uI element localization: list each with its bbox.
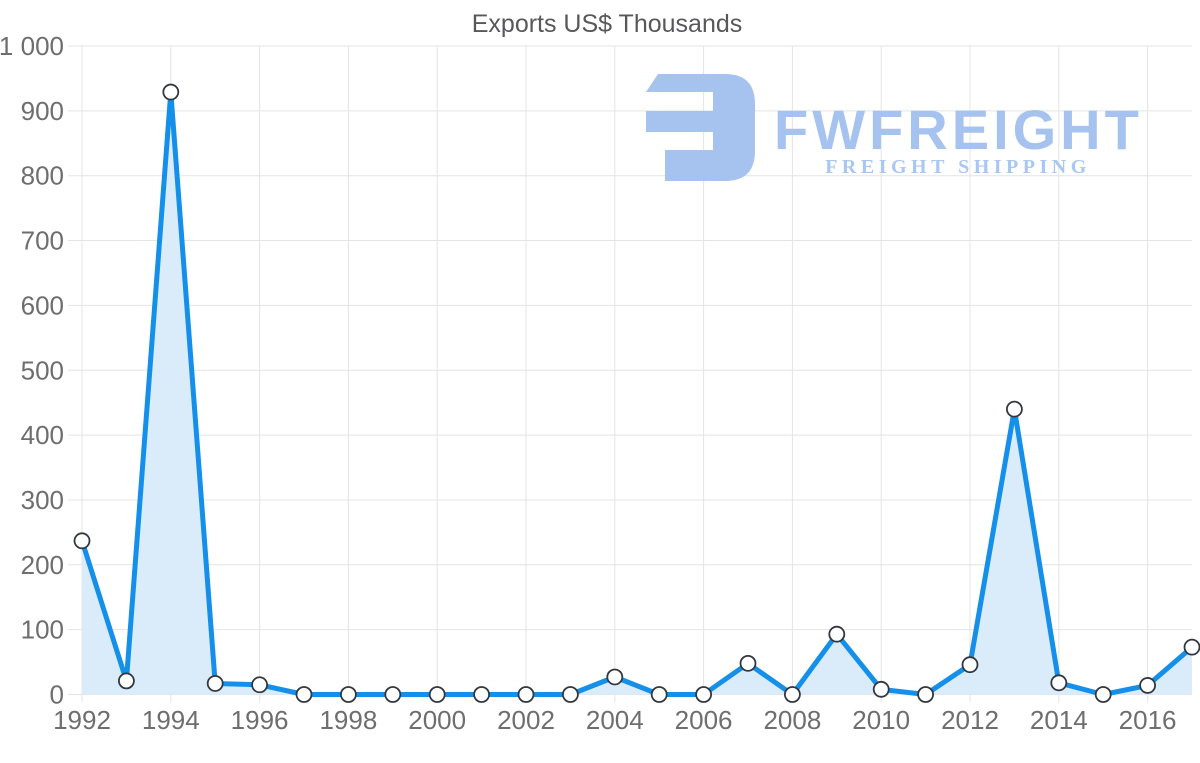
x-tick-label: 2010 — [852, 705, 910, 735]
y-tick-label: 1 000 — [0, 31, 64, 61]
x-tick-label: 1992 — [53, 705, 111, 735]
data-point-2007[interactable] — [739, 654, 757, 672]
data-point-2001[interactable] — [473, 686, 491, 703]
data-point-2014[interactable] — [1050, 674, 1068, 692]
x-tick-label: 2008 — [763, 705, 821, 735]
x-tick-label: 2004 — [586, 705, 644, 735]
fwfreight-logo-icon — [646, 74, 755, 181]
y-tick-label: 700 — [21, 226, 64, 256]
data-point-1998[interactable] — [339, 686, 357, 703]
data-point-1999[interactable] — [384, 686, 402, 703]
data-point-2002[interactable] — [517, 686, 535, 703]
chart-gridlines: 0 100 200 300 400 500 600 700 800 900 1 000 1992 199… — [0, 31, 1192, 735]
x-tick-label: 2016 — [1119, 705, 1177, 735]
data-point-1996[interactable] — [251, 676, 269, 694]
x-tick-label: 2000 — [408, 705, 466, 735]
x-tick-label: 1994 — [142, 705, 200, 735]
data-point-2000[interactable] — [428, 686, 446, 703]
data-point-2015[interactable] — [1094, 686, 1112, 703]
y-tick-label: 800 — [21, 161, 64, 191]
data-point-2003[interactable] — [562, 686, 579, 703]
data-point-2009[interactable] — [828, 625, 846, 643]
chart-title: Exports US$ Thousands — [472, 10, 743, 38]
x-tick-label: 2002 — [497, 705, 555, 735]
fwfreight-logo-text: FWFREIGHT — [774, 98, 1143, 161]
x-tick-label: 2014 — [1030, 705, 1088, 735]
data-point-2006[interactable] — [695, 686, 712, 703]
y-tick-label: 0 — [50, 680, 64, 710]
y-tick-label: 100 — [21, 615, 64, 645]
data-point-2011[interactable] — [917, 686, 934, 703]
y-tick-label: 500 — [21, 355, 64, 385]
y-tick-label: 900 — [21, 96, 64, 126]
data-point-2008[interactable] — [784, 686, 801, 703]
x-tick-label: 2006 — [675, 705, 733, 735]
data-point-1994[interactable] — [162, 83, 180, 101]
data-point-2016[interactable] — [1139, 677, 1156, 694]
y-tick-label: 300 — [21, 485, 64, 515]
data-point-1993[interactable] — [118, 672, 135, 690]
data-point-2010[interactable] — [872, 680, 890, 698]
data-point-1997[interactable] — [295, 686, 313, 703]
data-point-2012[interactable] — [961, 656, 979, 674]
x-tick-label: 2012 — [941, 705, 999, 735]
x-tick-label: 1998 — [319, 705, 377, 735]
exports-line-series — [73, 83, 1200, 703]
y-tick-label: 400 — [21, 420, 64, 450]
x-tick-label: 1996 — [231, 705, 289, 735]
data-point-2004[interactable] — [606, 668, 624, 686]
data-point-2013[interactable] — [1006, 400, 1023, 418]
data-point-2005[interactable] — [650, 686, 668, 703]
y-tick-label: 600 — [21, 290, 64, 320]
data-point-2017[interactable] — [1183, 638, 1200, 656]
data-point-1995[interactable] — [206, 675, 224, 692]
series-area-fill — [82, 92, 1192, 695]
fwfreight-logo-subtitle: FREIGHT SHIPPING — [825, 156, 1091, 178]
y-tick-label: 200 — [21, 550, 64, 580]
data-point-1992[interactable] — [73, 532, 91, 550]
fwfreight-watermark: FWFREIGHT FREIGHT SHIPPING — [646, 74, 1143, 181]
